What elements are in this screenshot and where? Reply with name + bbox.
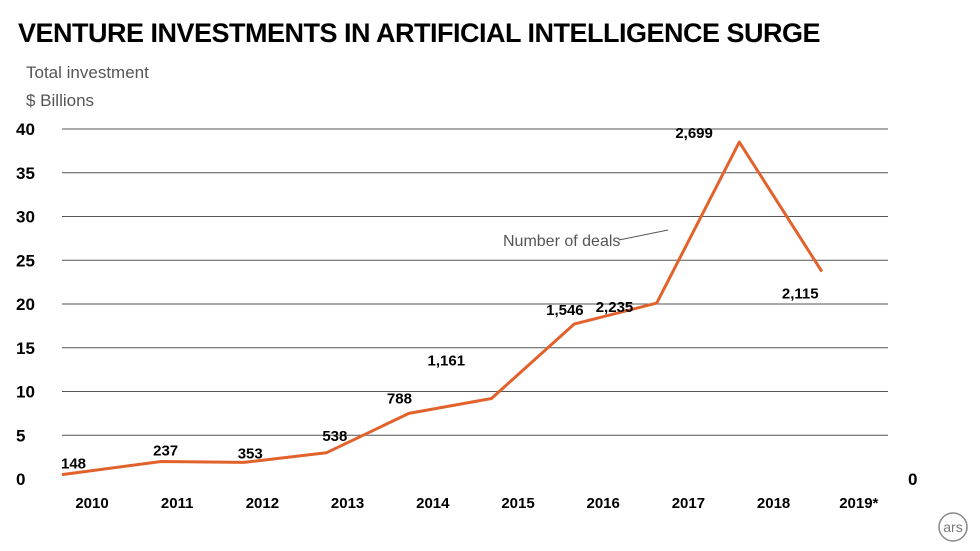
- y-axis-label-line-2: $ Billions: [26, 91, 94, 110]
- deal-count-label: 2,699: [675, 125, 713, 142]
- grid-lines: [62, 128, 888, 436]
- deal-count-label: 1,546: [546, 302, 584, 319]
- x-axis-ticks: 2010 2011 2012 2013 2014 2015 2016 2017 2018 2019…: [75, 495, 878, 512]
- x-tick-label: 2012: [246, 495, 279, 512]
- right-axis-label: 0: [908, 470, 917, 489]
- x-tick-label: 2011: [161, 495, 194, 512]
- annotation-number-of-deals: Number of deals: [503, 233, 620, 250]
- y-tick-label: 15: [16, 339, 35, 358]
- x-tick-label: 2016: [587, 495, 620, 512]
- investment-series-line: [61, 140, 824, 477]
- x-tick-label: 2015: [501, 495, 534, 512]
- ars-logo-text: ars: [943, 519, 962, 535]
- y-tick-label: 35: [16, 164, 35, 183]
- deal-count-label: 2,235: [596, 299, 634, 316]
- y-tick-label: 5: [16, 426, 25, 445]
- y-tick-label: 25: [16, 251, 35, 270]
- y-axis-ticks: 0 5 10 15 20 25 30 35 40: [16, 120, 35, 489]
- ars-logo-circle: [938, 512, 968, 542]
- x-tick-label: 2017: [672, 495, 705, 512]
- y-tick-label: 10: [16, 383, 35, 402]
- deal-count-label: 353: [238, 445, 263, 462]
- ars-logo: ars: [938, 512, 968, 542]
- deal-count-label: 2,115: [782, 286, 819, 303]
- annotation-leader-line: [618, 229, 669, 241]
- x-tick-label: 2018: [757, 495, 790, 512]
- deal-labels: 148 237 353 538 788 1,161 1,546 2,235 2,699 2,115: [61, 125, 819, 473]
- y-tick-label: 20: [16, 295, 35, 314]
- chart-title: VENTURE INVESTMENTS IN ARTIFICIAL INTELL…: [18, 18, 820, 48]
- y-axis-label-line-1: Total investment: [26, 63, 149, 82]
- deal-count-label: 237: [153, 443, 178, 460]
- deal-count-label: 1,161: [428, 353, 466, 370]
- x-tick-label: 2013: [331, 495, 364, 512]
- deal-count-label: 538: [322, 428, 347, 445]
- deal-count-label: 148: [61, 456, 86, 473]
- y-tick-label: 0: [16, 470, 25, 489]
- deal-count-label: 788: [387, 390, 412, 407]
- y-tick-label: 30: [16, 208, 35, 227]
- x-tick-label: 2010: [75, 495, 108, 512]
- y-tick-label: 40: [16, 120, 35, 139]
- x-tick-label: 2014: [416, 495, 450, 512]
- x-tick-label: 2019*: [839, 495, 878, 512]
